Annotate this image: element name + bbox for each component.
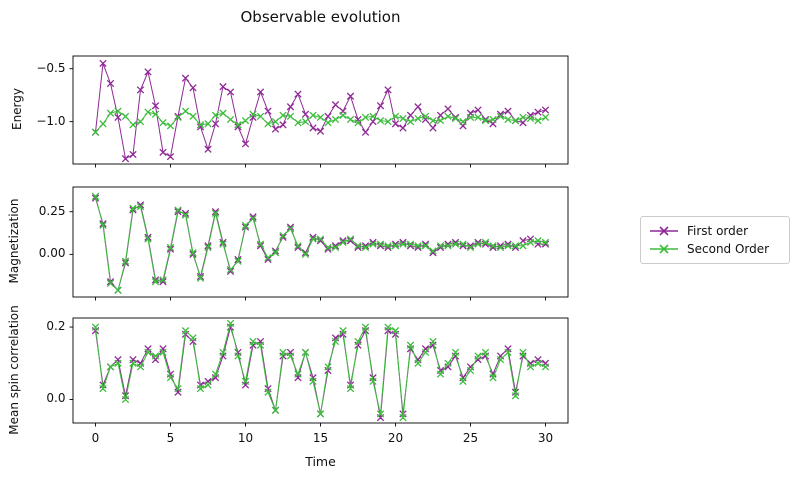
x-tick-label: 0 [91, 430, 100, 445]
legend: First order Second Order [640, 216, 790, 264]
series-markers-first-order-energy [91, 59, 550, 163]
chart-title: Observable evolution [240, 8, 401, 26]
legend-label-first-order: First order [687, 224, 749, 238]
series-line-second-order-mean-spin-correlation [95, 323, 546, 418]
series-markers-second-order-energy [91, 107, 550, 136]
legend-label-second-order: Second Order [687, 242, 770, 256]
y-tick-label: 0.2 [46, 319, 66, 334]
subplot-mean-spin-correlation [69, 317, 569, 427]
second-order-line-marker-swatch [650, 244, 678, 254]
series-markers-second-order-magnetization [91, 192, 550, 294]
x-tick-label: 5 [166, 430, 175, 445]
axes-frame-magnetization [72, 186, 569, 298]
x-tick-label: 25 [462, 430, 479, 445]
series-line-first-order-mean-spin-correlation [95, 325, 546, 418]
x-tick-label: 10 [237, 430, 254, 445]
series-markers-first-order-magnetization [91, 194, 550, 294]
legend-entry-first-order: First order [649, 222, 781, 240]
y-tick-label: −1.0 [36, 113, 66, 128]
x-tick-label: 30 [537, 430, 554, 445]
first-order-line-marker-swatch [650, 226, 678, 236]
y-tick-label: −0.5 [36, 60, 66, 75]
y-tick-label: 0.00 [38, 246, 66, 261]
legend-entry-second-order: Second Order [649, 240, 781, 258]
x-axis-label: Time [305, 454, 336, 469]
series-line-second-order-energy [95, 110, 546, 133]
x-tick-label: 15 [312, 430, 329, 445]
series-markers-second-order-mean-spin-correlation [91, 319, 550, 422]
axes-frame-mean-spin-correlation [72, 317, 569, 424]
subplot-magnetization [69, 186, 569, 301]
series-line-first-order-energy [95, 63, 546, 160]
y-tick-label: 0.0 [46, 391, 66, 406]
y-axis-label-mean-spin-correlation: Mean spin correlation [7, 304, 21, 435]
x-tick-label: 20 [387, 430, 404, 445]
y-tick-label: 0.25 [38, 203, 66, 218]
subplot-energy [69, 55, 569, 168]
series-markers-first-order-mean-spin-correlation [91, 323, 550, 422]
